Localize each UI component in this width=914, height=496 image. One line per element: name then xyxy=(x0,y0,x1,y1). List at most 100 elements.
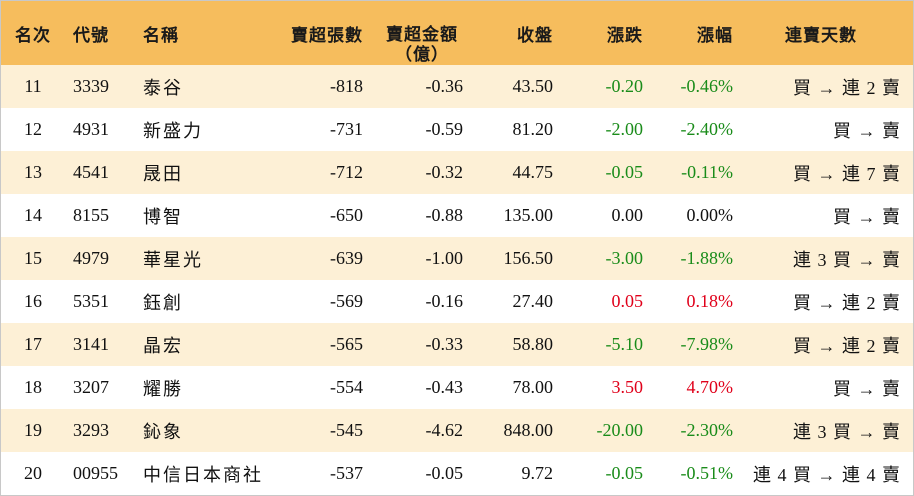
header-name[interactable]: 名稱 xyxy=(143,25,179,45)
cell-code: 00955 xyxy=(73,463,118,483)
cell-rank: 20 xyxy=(24,463,42,483)
cell-rank: 15 xyxy=(24,248,42,268)
cell-net-sell-shares: -554 xyxy=(330,377,363,397)
table-row[interactable]: 13 4541 晟田 -712 -0.32 44.75 -0.05 -0.11% 買 → 連 7… xyxy=(1,151,913,194)
cell-change: -2.00 xyxy=(605,119,644,139)
cell-name: 泰谷 xyxy=(143,77,183,98)
table-row[interactable]: 15 4979 華星光 -639 -1.00 156.50 -3.00 -1.88% 連 3 買… xyxy=(1,237,913,280)
cell-name: 耀勝 xyxy=(143,378,183,399)
cell-change: -0.05 xyxy=(605,463,644,483)
cell-net-sell-shares: -731 xyxy=(330,119,363,139)
table-row[interactable]: 14 8155 博智 -650 -0.88 135.00 0.00 0.00% 買 → 賣 xyxy=(1,194,913,237)
header-net-sell-shares[interactable]: 賣超張數 xyxy=(291,25,363,45)
cell-change-pct: 0.18% xyxy=(686,291,734,311)
cell-streak: 買 → 連 2 賣 xyxy=(793,292,901,313)
cell-streak: 連 3 買 → 賣 xyxy=(793,249,901,270)
cell-name: 博智 xyxy=(143,206,183,227)
cell-streak: 買 → 賣 xyxy=(833,120,901,141)
cell-net-sell-amount: -0.36 xyxy=(425,76,464,96)
cell-close: 58.80 xyxy=(512,334,554,354)
cell-change-pct: -0.51% xyxy=(680,463,734,483)
cell-change: 0.05 xyxy=(611,291,644,311)
cell-streak: 買 → 賣 xyxy=(833,206,901,227)
cell-rank: 19 xyxy=(24,420,42,440)
table-row[interactable]: 16 5351 鈺創 -569 -0.16 27.40 0.05 0.18% 買 → 連 2 賣 xyxy=(1,280,913,323)
cell-change: -3.00 xyxy=(605,248,644,268)
cell-rank: 12 xyxy=(24,119,42,139)
cell-net-sell-shares: -569 xyxy=(330,291,363,311)
cell-change: -0.05 xyxy=(605,162,644,182)
cell-streak: 買 → 連 2 賣 xyxy=(793,335,901,356)
cell-code: 3207 xyxy=(73,377,109,397)
cell-close: 44.75 xyxy=(512,162,554,182)
header-rank[interactable]: 名次 xyxy=(15,25,51,45)
cell-change-pct: -1.88% xyxy=(680,248,734,268)
cell-rank: 17 xyxy=(24,334,42,354)
cell-code: 4541 xyxy=(73,162,109,182)
header-code[interactable]: 代號 xyxy=(73,25,109,45)
cell-net-sell-shares: -650 xyxy=(330,205,363,225)
table-row[interactable]: 11 3339 泰谷 -818 -0.36 43.50 -0.20 -0.46% 買 → 連 2… xyxy=(1,65,913,108)
cell-rank: 14 xyxy=(24,205,42,225)
cell-net-sell-amount: -0.05 xyxy=(425,463,464,483)
cell-name: 華星光 xyxy=(143,249,203,270)
cell-close: 81.20 xyxy=(512,119,554,139)
cell-rank: 11 xyxy=(24,76,42,96)
header-streak[interactable]: 連賣天數 xyxy=(785,25,857,45)
cell-code: 3141 xyxy=(73,334,109,354)
cell-streak: 買 → 連 2 賣 xyxy=(793,77,901,98)
cell-code: 5351 xyxy=(73,291,109,311)
header-net-sell-amount-unit: （億） xyxy=(395,45,449,64)
cell-net-sell-amount: -4.62 xyxy=(425,420,464,440)
cell-change-pct: -2.30% xyxy=(680,420,734,440)
cell-name: 晟田 xyxy=(143,163,183,184)
cell-change: -20.00 xyxy=(596,420,644,440)
table-row[interactable]: 19 3293 鈊象 -545 -4.62 848.00 -20.00 -2.30% 連 3 買… xyxy=(1,409,913,452)
cell-name: 鈺創 xyxy=(143,292,183,313)
cell-name: 晶宏 xyxy=(143,335,183,356)
cell-streak: 買 → 賣 xyxy=(833,378,901,399)
cell-code: 4979 xyxy=(73,248,109,268)
table-row[interactable]: 20 00955 中信日本商社 -537 -0.05 9.72 -0.05 -0.51% 連 4… xyxy=(1,452,913,495)
cell-change: 3.50 xyxy=(611,377,644,397)
cell-net-sell-shares: -565 xyxy=(330,334,363,354)
cell-net-sell-shares: -818 xyxy=(330,76,363,96)
cell-close: 848.00 xyxy=(503,420,554,440)
cell-streak: 連 3 買 → 賣 xyxy=(793,421,901,442)
table-row[interactable]: 18 3207 耀勝 -554 -0.43 78.00 3.50 4.70% 買 → 賣 xyxy=(1,366,913,409)
cell-change-pct: 0.00% xyxy=(686,205,734,225)
cell-close: 9.72 xyxy=(521,463,554,483)
cell-code: 3293 xyxy=(73,420,109,440)
table-header: 名次 代號 名稱 賣超張數 賣超金額 （億） 收盤 漲跌 漲幅 連賣天數 xyxy=(1,1,913,65)
cell-code: 8155 xyxy=(73,205,109,225)
cell-close: 78.00 xyxy=(512,377,554,397)
cell-change-pct: -2.40% xyxy=(680,119,734,139)
cell-rank: 13 xyxy=(24,162,42,182)
cell-change-pct: -7.98% xyxy=(680,334,734,354)
header-change-pct[interactable]: 漲幅 xyxy=(697,25,733,45)
cell-name: 鈊象 xyxy=(143,421,183,442)
cell-change: -5.10 xyxy=(605,334,644,354)
cell-net-sell-shares: -712 xyxy=(330,162,363,182)
cell-rank: 18 xyxy=(24,377,42,397)
header-close[interactable]: 收盤 xyxy=(517,25,553,45)
cell-close: 43.50 xyxy=(512,76,554,96)
cell-close: 135.00 xyxy=(503,205,554,225)
cell-rank: 16 xyxy=(24,291,42,311)
cell-streak: 連 4 買 → 連 4 賣 xyxy=(753,464,901,485)
cell-change: 0.00 xyxy=(611,205,644,225)
header-net-sell-amount[interactable]: 賣超金額 （億） xyxy=(381,1,463,65)
cell-name: 新盛力 xyxy=(143,120,203,141)
cell-net-sell-amount: -0.88 xyxy=(425,205,464,225)
cell-net-sell-shares: -545 xyxy=(330,420,363,440)
cell-net-sell-amount: -0.16 xyxy=(425,291,464,311)
cell-name: 中信日本商社 xyxy=(143,464,263,485)
cell-net-sell-amount: -0.59 xyxy=(425,119,464,139)
header-change[interactable]: 漲跌 xyxy=(607,25,643,45)
cell-close: 156.50 xyxy=(503,248,554,268)
header-net-sell-amount-label: 賣超金額 xyxy=(386,25,458,44)
table-row[interactable]: 17 3141 晶宏 -565 -0.33 58.80 -5.10 -7.98% 買 → 連 2… xyxy=(1,323,913,366)
cell-change-pct: 4.70% xyxy=(686,377,734,397)
table-row[interactable]: 12 4931 新盛力 -731 -0.59 81.20 -2.00 -2.40% 買 → 賣 xyxy=(1,108,913,151)
